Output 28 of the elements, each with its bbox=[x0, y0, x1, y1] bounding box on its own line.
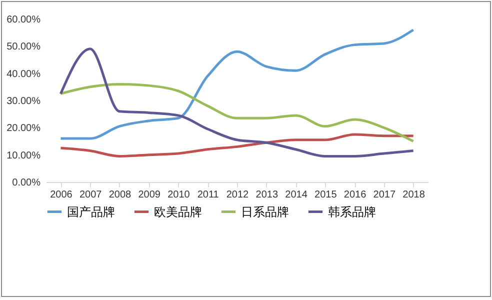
legend-label: 日系品牌 bbox=[241, 204, 289, 219]
x-tick-label: 2010 bbox=[168, 190, 190, 200]
x-tick-label: 2011 bbox=[197, 190, 220, 200]
y-tick-label: 40.00% bbox=[6, 68, 41, 80]
x-tick-label: 2009 bbox=[138, 190, 161, 200]
line-series bbox=[59, 133, 415, 158]
y-tick-label: 0.00% bbox=[12, 178, 41, 188]
x-tick-label: 2013 bbox=[256, 190, 278, 200]
y-tick-label: 50.00% bbox=[6, 42, 41, 53]
line-series bbox=[59, 28, 415, 140]
x-tick-label: 2007 bbox=[79, 190, 102, 200]
y-tick-label: 10.00% bbox=[6, 150, 41, 162]
y-tick-label: 20.00% bbox=[6, 123, 41, 134]
x-tick-label: 2018 bbox=[402, 190, 426, 200]
legend-label: 韩系品牌 bbox=[328, 204, 376, 219]
x-tick-label: 2012 bbox=[226, 190, 250, 200]
x-tick-label: 2008 bbox=[108, 190, 132, 200]
line-series bbox=[59, 48, 415, 158]
legend-label: 欧美品牌 bbox=[154, 204, 202, 219]
x-tick-label: 2014 bbox=[285, 190, 308, 200]
y-tick-label: 60.00% bbox=[6, 14, 41, 26]
x-tick-label: 2017 bbox=[373, 190, 396, 200]
y-tick-label: 30.00% bbox=[6, 96, 41, 107]
x-tick-label: 2016 bbox=[344, 190, 367, 200]
legend-label: 国产品牌 bbox=[67, 204, 115, 219]
x-tick-label: 2015 bbox=[314, 190, 338, 200]
line-series bbox=[59, 82, 415, 142]
x-tick-label: 2006 bbox=[50, 190, 73, 200]
